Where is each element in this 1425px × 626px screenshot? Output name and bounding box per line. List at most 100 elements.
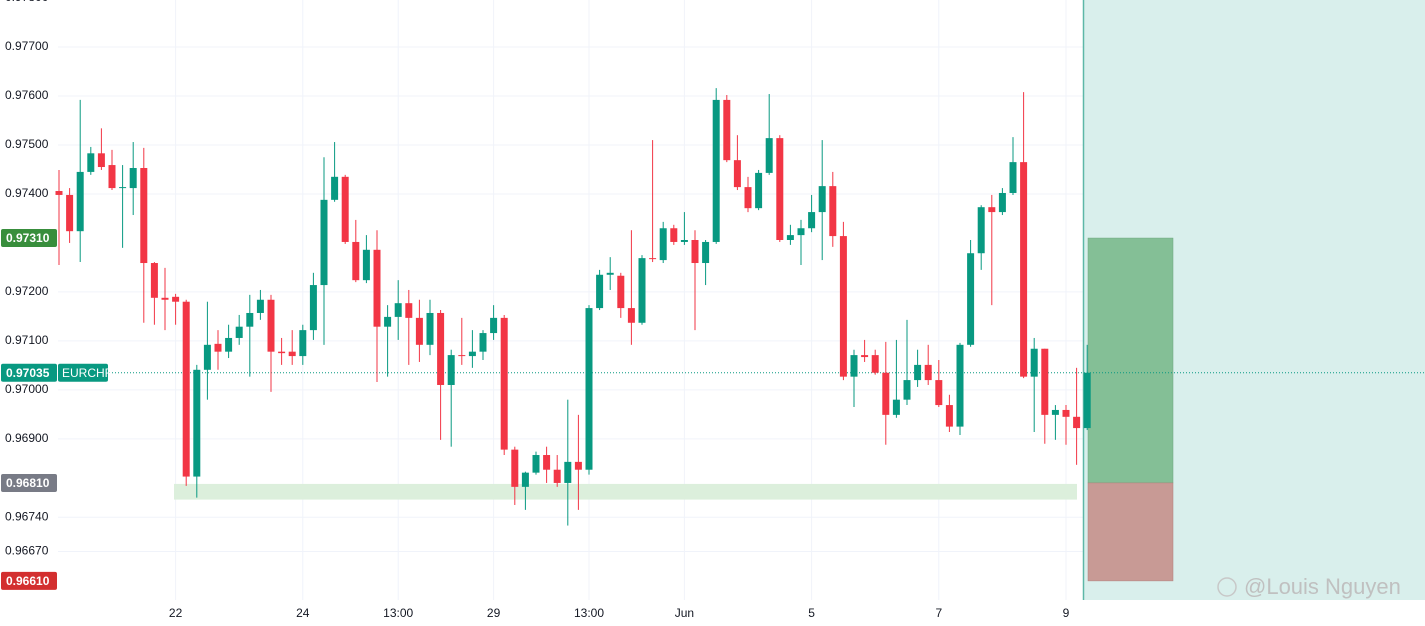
- candle-body: [702, 241, 710, 264]
- candle-body: [172, 296, 180, 302]
- candle-body: [1041, 348, 1049, 415]
- candle-body: [1020, 162, 1028, 377]
- x-tick-label: 22: [169, 606, 183, 620]
- candle-body: [712, 99, 720, 242]
- y-tick-label: 0.97500: [5, 137, 49, 151]
- candle-body: [225, 337, 233, 352]
- candle-body: [66, 194, 74, 232]
- x-tick-label: 24: [296, 606, 310, 620]
- candle-body: [596, 274, 604, 309]
- candle-body: [892, 399, 900, 415]
- candle-body: [405, 303, 413, 318]
- candle-body: [627, 308, 635, 323]
- price-tag: [1, 229, 57, 248]
- candle-body: [988, 207, 996, 213]
- candle-body: [55, 191, 63, 195]
- candle-body: [871, 355, 879, 373]
- candle-body: [458, 355, 466, 357]
- candle-body: [903, 380, 911, 400]
- candle-body: [288, 351, 296, 357]
- last-price-label: 0.97035: [6, 366, 50, 380]
- candle-body: [1051, 409, 1059, 415]
- symbol-tag: [58, 363, 108, 382]
- candle-body: [617, 275, 625, 309]
- x-tick-label: Jun: [675, 606, 694, 620]
- candle-body: [744, 187, 752, 209]
- candle-body: [140, 168, 148, 264]
- x-tick-label: 13:00: [574, 606, 604, 620]
- candle-body: [256, 299, 264, 313]
- price-tag-label: 0.97310: [6, 231, 50, 245]
- x-tick-label: 9: [1063, 606, 1070, 620]
- candle-body: [182, 301, 190, 477]
- candle-body: [511, 449, 519, 487]
- candle-body: [553, 469, 561, 483]
- candle-body: [87, 153, 95, 172]
- candle-body: [882, 372, 890, 415]
- loss-box: [1087, 482, 1174, 582]
- y-tick-label: 0.97000: [5, 382, 49, 396]
- candle-body: [447, 355, 455, 385]
- candle-body: [479, 333, 487, 352]
- candle-body: [755, 172, 763, 209]
- x-tick-label: 5: [808, 606, 815, 620]
- candle-body: [977, 207, 985, 254]
- candle-body: [733, 160, 741, 188]
- candle-body: [585, 308, 593, 470]
- candle-body: [129, 168, 137, 189]
- candle-body: [680, 240, 688, 242]
- candle-body: [765, 138, 773, 173]
- candle-body: [723, 99, 731, 161]
- candle-body: [267, 299, 275, 352]
- candle-body: [564, 461, 572, 483]
- candle-body: [998, 192, 1006, 213]
- y-tick-label: 0.97600: [5, 88, 49, 102]
- candle-body: [1062, 409, 1070, 417]
- candle-body: [797, 228, 805, 236]
- watermark-icon: [1217, 577, 1237, 597]
- candle-body: [808, 212, 816, 229]
- y-tick-label: 0.97800: [5, 0, 49, 4]
- price-tag: [1, 473, 57, 492]
- candle-body: [500, 317, 508, 450]
- candle-body: [161, 297, 169, 300]
- candle-body: [1009, 162, 1017, 193]
- candle-body: [967, 253, 975, 345]
- candle-body: [320, 199, 328, 286]
- candle-body: [394, 303, 402, 317]
- symbol-label: EURCHF: [62, 366, 112, 380]
- x-tick-label: 29: [487, 606, 501, 620]
- candle-body: [214, 343, 222, 352]
- candle-body: [235, 326, 243, 338]
- candle-body: [341, 176, 349, 242]
- y-tick-label: 0.97700: [5, 39, 49, 53]
- candle-body: [606, 272, 614, 275]
- y-tick-label: 0.97100: [5, 333, 49, 347]
- candle-body: [352, 241, 360, 281]
- candle-body: [299, 330, 307, 357]
- candle-body: [1030, 348, 1038, 377]
- y-tick-label: 0.96740: [5, 509, 49, 523]
- candle-body: [108, 165, 116, 189]
- price-tag-label: 0.96610: [6, 574, 50, 588]
- candle-body: [924, 364, 932, 381]
- candle-body: [490, 317, 498, 334]
- candle-body: [670, 228, 678, 242]
- y-tick-label: 0.97200: [5, 284, 49, 298]
- candle-body: [649, 258, 657, 260]
- candle-body: [384, 316, 392, 327]
- candle-body: [776, 138, 784, 240]
- candle-body: [956, 344, 964, 427]
- candle-body: [309, 285, 317, 331]
- candle-body: [839, 236, 847, 377]
- candle-body: [914, 364, 922, 381]
- price-tag: [1, 571, 57, 590]
- candle-body: [850, 355, 858, 377]
- candle-body: [97, 153, 105, 168]
- candle-body: [278, 351, 286, 354]
- y-tick-label: 0.96670: [5, 544, 49, 558]
- candle-body: [437, 312, 445, 385]
- candle-body: [861, 355, 869, 358]
- price-tag-label: 0.96810: [6, 476, 50, 490]
